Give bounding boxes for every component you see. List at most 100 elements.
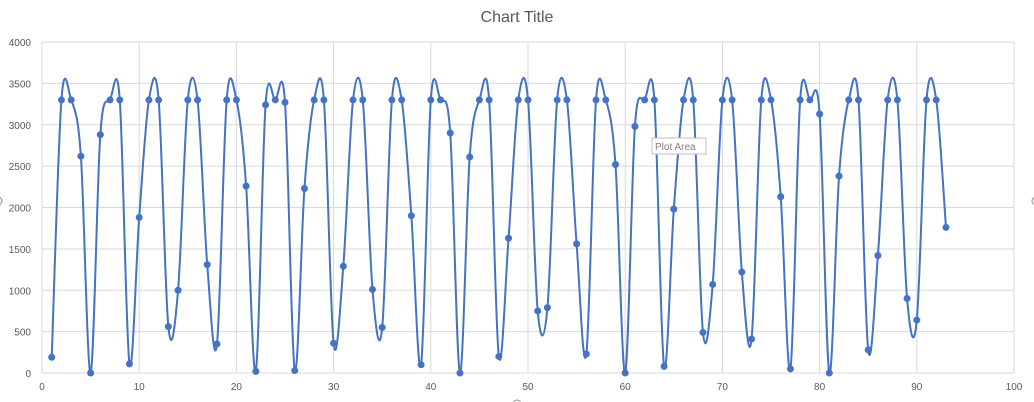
data-point[interactable]: [427, 96, 435, 104]
x-tick-label: 40: [425, 382, 437, 393]
data-point[interactable]: [339, 262, 347, 270]
data-point[interactable]: [923, 96, 931, 104]
data-point[interactable]: [349, 96, 357, 104]
data-point[interactable]: [816, 110, 824, 118]
data-point[interactable]: [514, 96, 522, 104]
data-point[interactable]: [650, 96, 658, 104]
data-point[interactable]: [164, 323, 172, 331]
data-point[interactable]: [777, 193, 785, 201]
data-point[interactable]: [796, 96, 804, 104]
data-point[interactable]: [748, 335, 756, 343]
data-point[interactable]: [417, 361, 425, 369]
data-point[interactable]: [903, 295, 911, 303]
data-point[interactable]: [242, 182, 250, 190]
data-point[interactable]: [184, 96, 192, 104]
data-point[interactable]: [893, 96, 901, 104]
data-point[interactable]: [466, 153, 474, 161]
data-point[interactable]: [767, 96, 775, 104]
data-point[interactable]: [573, 240, 581, 248]
data-point[interactable]: [300, 184, 308, 192]
data-point[interactable]: [398, 96, 406, 104]
data-point[interactable]: [835, 172, 843, 180]
data-point[interactable]: [203, 261, 211, 269]
data-point[interactable]: [913, 316, 921, 324]
data-point[interactable]: [631, 122, 639, 130]
data-point[interactable]: [262, 101, 270, 109]
data-point[interactable]: [96, 131, 104, 139]
data-point[interactable]: [786, 365, 794, 373]
data-point[interactable]: [670, 205, 678, 213]
selection-handle-left[interactable]: [0, 196, 3, 206]
data-point[interactable]: [135, 213, 143, 221]
series-markers[interactable]: [48, 96, 950, 377]
data-point[interactable]: [602, 96, 610, 104]
data-point[interactable]: [194, 96, 202, 104]
data-point[interactable]: [213, 340, 221, 348]
data-point[interactable]: [854, 96, 862, 104]
data-point[interactable]: [87, 369, 95, 377]
data-point[interactable]: [874, 251, 882, 259]
data-point[interactable]: [884, 96, 892, 104]
data-point[interactable]: [738, 268, 746, 276]
data-point[interactable]: [718, 96, 726, 104]
data-point[interactable]: [145, 96, 153, 104]
data-point[interactable]: [699, 328, 707, 336]
data-point[interactable]: [709, 280, 717, 288]
plot-area[interactable]: 0 10 20 30 40 50 60 70 80 90 100 0 500 1000 1500 2000 2…: [9, 38, 1023, 393]
data-point[interactable]: [252, 367, 260, 375]
chart-title[interactable]: Chart Title: [481, 9, 554, 26]
data-point[interactable]: [505, 234, 513, 242]
data-point[interactable]: [48, 353, 56, 361]
data-point[interactable]: [757, 96, 765, 104]
data-point[interactable]: [543, 304, 551, 312]
x-tick-label: 50: [522, 382, 534, 393]
data-point[interactable]: [368, 285, 376, 293]
data-point[interactable]: [728, 96, 736, 104]
data-point[interactable]: [125, 360, 133, 368]
data-point[interactable]: [155, 96, 163, 104]
data-point[interactable]: [932, 96, 940, 104]
data-point[interactable]: [611, 160, 619, 168]
data-point[interactable]: [77, 152, 85, 160]
data-point[interactable]: [174, 286, 182, 294]
data-point[interactable]: [291, 367, 299, 375]
data-point[interactable]: [116, 96, 124, 104]
data-point[interactable]: [407, 212, 415, 220]
data-point[interactable]: [534, 307, 542, 315]
data-point[interactable]: [660, 362, 668, 370]
data-point[interactable]: [485, 96, 493, 104]
data-point[interactable]: [475, 96, 483, 104]
data-point[interactable]: [388, 96, 396, 104]
data-point[interactable]: [456, 369, 464, 377]
data-point[interactable]: [825, 369, 833, 377]
data-point[interactable]: [942, 223, 950, 231]
data-point[interactable]: [106, 96, 114, 104]
data-point[interactable]: [57, 96, 65, 104]
series-line[interactable]: [50, 76, 947, 375]
data-point[interactable]: [864, 346, 872, 354]
data-point[interactable]: [320, 96, 328, 104]
data-point[interactable]: [524, 96, 532, 104]
data-point[interactable]: [232, 96, 240, 104]
data-point[interactable]: [680, 96, 688, 104]
data-point[interactable]: [330, 339, 338, 347]
data-point[interactable]: [223, 96, 231, 104]
data-point[interactable]: [806, 96, 814, 104]
data-point[interactable]: [563, 96, 571, 104]
data-point[interactable]: [378, 323, 386, 331]
data-point[interactable]: [281, 98, 289, 106]
data-point[interactable]: [845, 96, 853, 104]
data-point[interactable]: [446, 129, 454, 137]
data-point[interactable]: [359, 96, 367, 104]
data-point[interactable]: [271, 96, 279, 104]
data-point[interactable]: [621, 369, 629, 377]
data-point[interactable]: [553, 96, 561, 104]
data-point[interactable]: [437, 96, 445, 104]
data-point[interactable]: [495, 352, 503, 360]
data-point[interactable]: [67, 96, 75, 104]
data-point[interactable]: [592, 96, 600, 104]
data-point[interactable]: [582, 350, 590, 358]
data-point[interactable]: [641, 96, 649, 104]
data-point[interactable]: [310, 96, 318, 104]
data-point[interactable]: [689, 96, 697, 104]
